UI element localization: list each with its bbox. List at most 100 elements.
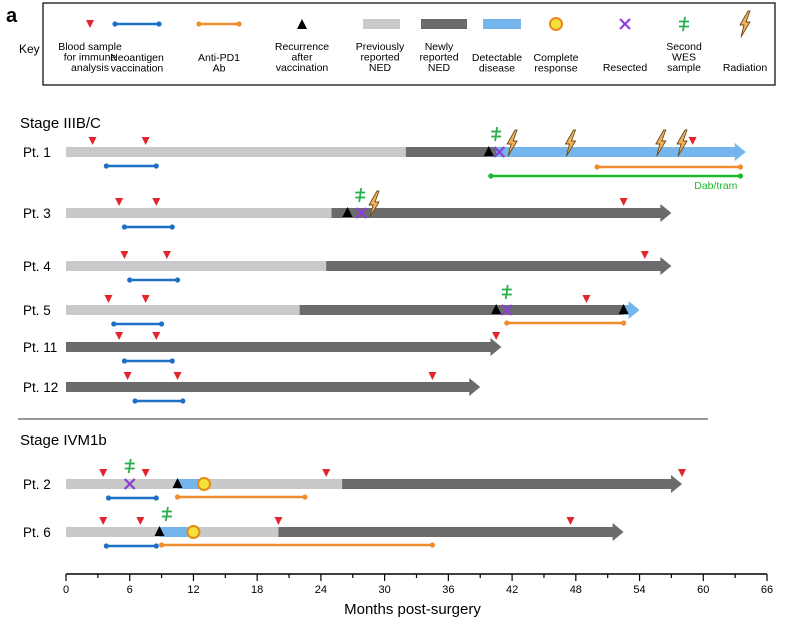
previously-ned-swatch: [363, 19, 400, 29]
radiation-marker: [368, 190, 380, 218]
vaccination-bar: [121, 358, 175, 364]
group-title: Stage IIIB/C: [20, 115, 101, 132]
vaccination-bar: [103, 163, 159, 169]
key-symbol-resected: [619, 18, 631, 30]
x-tick-label: 12: [187, 584, 199, 596]
resected-marker-b: [501, 304, 513, 316]
key-label-recurrence: Recurrence: [275, 41, 329, 53]
vaccination-bar-start: [111, 321, 117, 327]
anti-pd1-bar-start: [174, 494, 181, 500]
key-label-blood: analysis: [71, 62, 109, 74]
anti-pd1-bar-start: [158, 542, 165, 548]
complete-response-icon: [549, 17, 563, 31]
resected-icon: [619, 18, 631, 30]
key-symbol-blood: [86, 20, 94, 28]
timeline-bar-new_ned: [331, 204, 672, 222]
timeline-bar-detectable: [159, 527, 194, 537]
vaccination-bar: [127, 277, 181, 283]
timeline-bar-prev_ned: [193, 527, 279, 537]
anti-pd1-bar: [594, 164, 744, 170]
blood-sample-marker: [115, 198, 124, 206]
x-tick-label: 30: [379, 584, 391, 596]
vaccination-bar-end: [180, 398, 186, 404]
patient-row: Pt. 1 Dab/tram: [23, 126, 746, 192]
recurrence-marker: [618, 304, 629, 314]
key-label-blood: Blood sample: [58, 41, 122, 53]
vaccination-bar: [103, 543, 159, 549]
patient-label: Pt. 12: [23, 380, 58, 395]
key-label-new_ned: NED: [428, 62, 451, 74]
complete-response-marker: [186, 525, 201, 539]
key-label-blood: for immune: [64, 52, 117, 64]
vaccination-bar-start: [121, 224, 128, 230]
key-symbol-detectable: [483, 19, 521, 29]
blood-sample-marker: [619, 198, 628, 206]
x-tick-label: 54: [633, 584, 645, 596]
vaccination-bar-end: [153, 163, 159, 169]
blood-sample-marker: [173, 372, 182, 380]
panel-label: a: [6, 5, 18, 27]
blood-sample-marker: [428, 372, 437, 380]
timeline-bar-new_ned: [66, 378, 481, 396]
blood-sample-marker: [162, 251, 171, 259]
anti-pd1-icon: [196, 21, 242, 27]
anti-pd1-icon-end: [236, 21, 242, 27]
recurrence-marker: [154, 526, 165, 536]
patient-label: Pt. 5: [23, 303, 51, 318]
anti-pd1-icon-start: [196, 21, 202, 27]
blood-sample-marker: [322, 469, 331, 477]
key-label-vaccine: vaccination: [111, 63, 164, 75]
anti-pd1-bar-end: [621, 320, 627, 326]
key-label-pd1: Anti-PD1: [198, 52, 240, 64]
x-tick-label: 66: [761, 584, 773, 596]
vaccination-bar-start: [132, 398, 138, 404]
resected-marker: [123, 478, 136, 490]
timeline-bar-new_ned: [278, 523, 624, 541]
key-label-recurrence: vaccination: [276, 62, 329, 74]
anti-pd1-bar-start: [594, 164, 600, 170]
vaccination-bar-start: [103, 163, 109, 169]
resected-marker-b: [123, 478, 136, 490]
anti-pd1-bar-end: [302, 494, 308, 500]
timeline-bar-detectable: [496, 143, 746, 161]
key-label-pd1: Ab: [213, 63, 226, 75]
blood-sample-marker: [152, 198, 161, 206]
wes-sample-marker-v: [165, 506, 169, 522]
vaccination-bar-start: [105, 495, 112, 501]
timeline-bar-new_ned: [299, 305, 625, 315]
x-tick-label: 18: [251, 584, 263, 596]
timeline-bar-new_ned: [342, 475, 683, 493]
anti-pd1-bar-end: [737, 164, 744, 170]
x-tick-label: 60: [697, 584, 709, 596]
wes-sample-icon-v: [682, 16, 686, 32]
blood-sample-marker: [88, 137, 97, 145]
key-label-prev_ned: NED: [369, 62, 392, 74]
dab-tram-bar-end: [737, 173, 744, 179]
vaccination-icon-end: [156, 21, 162, 27]
timeline-bar-prev_ned: [66, 147, 407, 157]
vaccination-bar: [121, 224, 175, 230]
key-symbol-complete: [549, 17, 563, 31]
key-symbol-wes: [679, 16, 689, 32]
wes-sample-icon: [679, 16, 689, 32]
anti-pd1-bar-end: [429, 542, 436, 548]
key-label-wes: sample: [667, 62, 701, 74]
timeline-bar-detectable: [623, 301, 640, 319]
radiation-marker: [655, 129, 667, 157]
key-label-prev_ned: reported: [360, 52, 399, 64]
key-label-detectable: disease: [479, 63, 515, 75]
radiation-marker: [676, 129, 688, 157]
patient-label: Pt. 11: [23, 340, 57, 355]
patient-row: Pt. 11: [23, 332, 502, 364]
vaccination-bar-end: [158, 321, 165, 327]
key-label-vaccine: Neoantigen: [110, 52, 164, 64]
recurrence-marker: [483, 146, 494, 156]
wes-sample-marker: [355, 187, 366, 203]
patient-label: Pt. 1: [23, 145, 51, 160]
blood-sample-marker: [640, 251, 649, 259]
key-title: Key: [19, 42, 40, 56]
blood-sample-marker: [566, 517, 575, 525]
x-tick-label: 0: [63, 584, 69, 596]
wes-sample-marker-v: [127, 458, 132, 474]
